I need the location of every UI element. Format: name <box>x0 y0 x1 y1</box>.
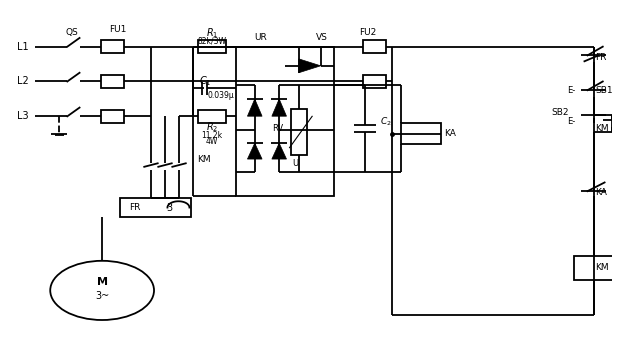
Text: $R_1$: $R_1$ <box>206 26 218 40</box>
Text: QS: QS <box>66 28 78 37</box>
Text: $R_2$: $R_2$ <box>206 120 218 134</box>
Text: KM: KM <box>197 155 210 164</box>
Polygon shape <box>247 99 262 116</box>
Text: UR: UR <box>255 33 267 42</box>
Text: L2: L2 <box>17 77 28 86</box>
Text: KA: KA <box>595 188 607 197</box>
Bar <box>101 110 124 122</box>
Text: U: U <box>292 159 298 168</box>
Bar <box>363 40 386 53</box>
Text: FU2: FU2 <box>359 28 376 37</box>
Bar <box>101 75 124 88</box>
Text: 3: 3 <box>166 203 172 213</box>
Text: RV: RV <box>273 124 284 133</box>
Text: KM: KM <box>595 263 609 272</box>
Text: FR: FR <box>595 53 607 62</box>
Text: VS: VS <box>316 33 328 42</box>
Text: KM: KM <box>595 124 609 133</box>
Text: 0.039μ: 0.039μ <box>208 91 234 100</box>
Bar <box>574 256 614 280</box>
Text: SB1: SB1 <box>595 86 613 95</box>
Bar <box>101 40 124 53</box>
Text: M: M <box>96 277 108 287</box>
Text: FR: FR <box>130 203 141 212</box>
Text: KA: KA <box>444 129 456 138</box>
Text: 11.2k: 11.2k <box>201 131 222 140</box>
Text: $C_1$: $C_1$ <box>198 74 211 88</box>
Text: E-: E- <box>567 117 575 126</box>
Polygon shape <box>247 143 262 159</box>
Bar <box>198 110 226 122</box>
Text: $C_2$: $C_2$ <box>380 115 392 128</box>
Bar <box>121 198 190 217</box>
Bar <box>237 47 334 197</box>
Text: L1: L1 <box>17 42 28 52</box>
Text: 4W: 4W <box>206 137 218 146</box>
Text: SB2: SB2 <box>552 108 569 117</box>
Text: E-: E- <box>567 86 575 95</box>
Bar <box>291 110 307 154</box>
Text: L3: L3 <box>17 111 28 121</box>
Text: FU1: FU1 <box>109 25 126 34</box>
Text: 3~: 3~ <box>95 291 109 301</box>
Polygon shape <box>298 59 321 73</box>
Polygon shape <box>272 143 287 159</box>
Polygon shape <box>272 99 287 116</box>
Text: 82k/3W: 82k/3W <box>198 37 227 46</box>
Bar <box>401 123 441 144</box>
Bar <box>198 40 226 53</box>
Bar <box>363 75 386 88</box>
